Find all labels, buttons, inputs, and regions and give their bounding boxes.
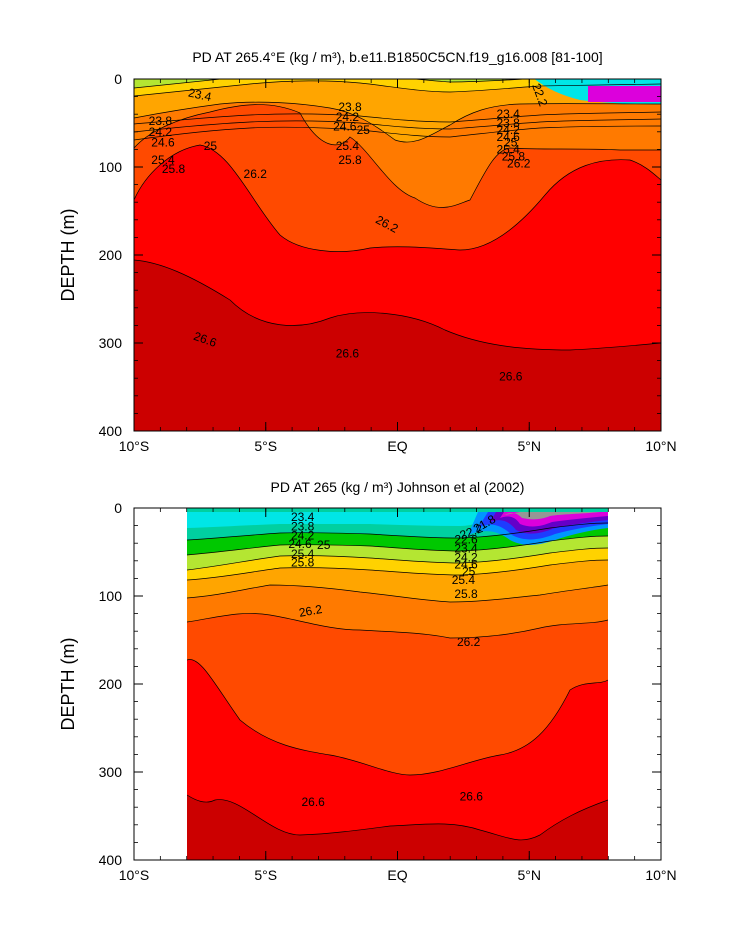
contour-label: 24.6 — [496, 130, 520, 144]
y-tick-label: 200 — [99, 247, 123, 263]
contour-label: 23.8 — [338, 100, 362, 114]
x-tick-label: 5°S — [254, 438, 277, 454]
y-tick-label: 100 — [99, 159, 123, 175]
x-tick-label: 10°S — [119, 867, 150, 883]
contour-label: 25.8 — [338, 153, 362, 167]
bottom-filled-contours: 23.423.824.224.6 2525.425.826.226.221.822… — [187, 508, 608, 860]
model-density-panel: PD AT 265.4°E (kg / m³), b.e11.B1850C5CN… — [58, 49, 677, 454]
x-tick-label: 10°N — [645, 438, 676, 454]
contour-label: 24.6 — [454, 557, 478, 571]
contour-label: 25 — [204, 139, 218, 153]
contour-label: 26.6 — [302, 795, 326, 809]
contour-label: 24.2 — [291, 528, 315, 542]
contour-label: 23.8 — [496, 116, 520, 130]
contour-label: 26.6 — [336, 347, 360, 361]
contour-label: 25.4 — [496, 142, 520, 156]
contour-label: 23.8 — [291, 519, 315, 533]
x-tick-label: 5°N — [518, 867, 542, 883]
contour-label: 25.8 — [502, 149, 526, 163]
contour-label: 24.2 — [149, 125, 173, 139]
band-21.4 — [588, 86, 661, 102]
bottom-contour-lines — [187, 522, 608, 860]
x-tick-label: 10°N — [645, 867, 676, 883]
contour-label: 25.8 — [291, 556, 315, 570]
bottom-y-axis-label: DEPTH (m) — [58, 638, 78, 731]
x-tick-label: 5°N — [518, 438, 542, 454]
contour-label: 26.2 — [457, 635, 481, 649]
top-y-axis-label: DEPTH (m) — [58, 209, 78, 302]
contour-label: 23.8 — [149, 114, 173, 128]
contour-label: 26.2 — [507, 156, 531, 170]
contour-label: 23.4 — [454, 541, 478, 555]
contour-label: 24.2 — [454, 550, 478, 564]
contour-label: 24.2 — [496, 123, 520, 137]
contour-label: 26.2 — [244, 167, 268, 181]
contour-label: 25 — [504, 135, 518, 149]
y-tick-label: 0 — [114, 71, 122, 87]
contour-label: 25.4 — [151, 153, 175, 167]
contour-label: 25 — [462, 564, 476, 578]
y-tick-label: 200 — [99, 676, 123, 692]
contour-label: 24.2 — [336, 110, 360, 124]
contour-label: 23.4 — [496, 107, 520, 121]
top-contour-lines — [134, 79, 661, 351]
contour-label: 24.6 — [288, 537, 312, 551]
y-tick-label: 100 — [99, 588, 123, 604]
bottom-chart-title: PD AT 265 (kg / m³) Johnson et al (2002) — [271, 479, 525, 495]
y-tick-label: 300 — [99, 764, 123, 780]
observed-density-panel: PD AT 265 (kg / m³) Johnson et al (2002) — [58, 479, 677, 883]
contour-label: 26.6 — [460, 790, 484, 804]
contour-label: 25.8 — [454, 587, 478, 601]
contour-label: 23.4 — [291, 510, 315, 524]
contour-label: 24.6 — [151, 135, 175, 149]
contour-label: 25.4 — [291, 547, 315, 561]
contour-label: 25.8 — [162, 162, 186, 176]
bottom-contour-labels: 23.423.824.224.6 2525.425.826.226.221.822… — [288, 510, 498, 809]
contour-label: 26.6 — [499, 369, 523, 383]
contour-label: 24.6 — [333, 120, 357, 134]
x-tick-label: 10°S — [119, 438, 150, 454]
contour-label: 25 — [317, 538, 331, 552]
top-axes: 10°S 5°S EQ 5°N 10°N 0 100 200 300 400 — [99, 71, 677, 454]
contour-label: 23.4 — [187, 86, 213, 105]
y-tick-label: 0 — [114, 500, 122, 516]
band-21.8 — [520, 69, 661, 79]
y-tick-label: 400 — [99, 423, 123, 439]
contour-label: 25.4 — [452, 573, 476, 587]
y-tick-label: 400 — [99, 852, 123, 868]
bottom-axes: 10°S 5°S EQ 5°N 10°N 0 100 200 300 400 — [99, 500, 677, 883]
band-25.4 — [134, 79, 661, 208]
x-tick-label: 5°S — [254, 867, 277, 883]
y-tick-label: 300 — [99, 335, 123, 351]
x-tick-label: EQ — [387, 867, 407, 883]
band-23.0-obs — [187, 512, 495, 528]
contour-label: 25 — [357, 123, 371, 137]
x-tick-label: EQ — [387, 438, 407, 454]
contour-label: 25.4 — [336, 139, 360, 153]
band-21.0-obs — [504, 512, 600, 520]
top-chart-title: PD AT 265.4°E (kg / m³), b.e11.B1850C5CN… — [192, 49, 602, 65]
band-25.0 — [134, 79, 661, 143]
contour-label: 22.6 — [454, 533, 478, 547]
contour-label: 26.2 — [298, 602, 324, 620]
